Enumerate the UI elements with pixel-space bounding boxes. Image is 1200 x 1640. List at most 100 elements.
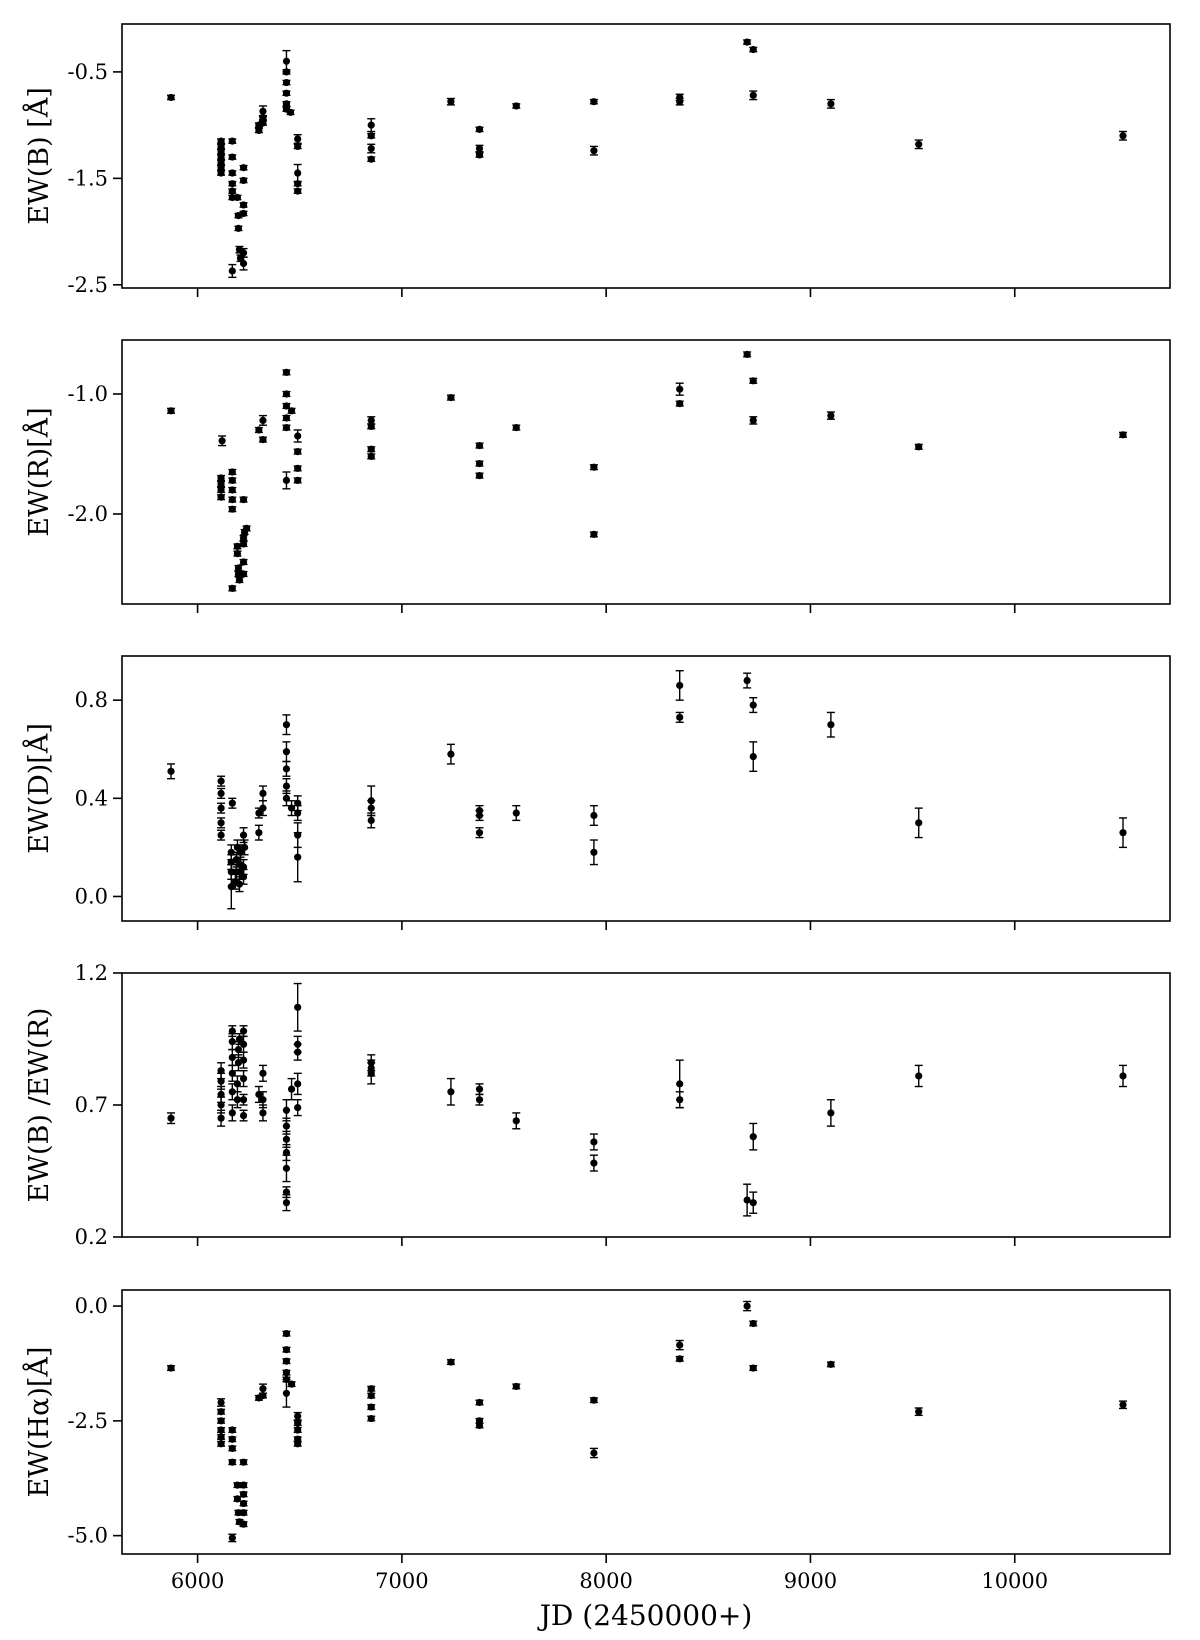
- marker: [239, 176, 248, 185]
- data-point: [239, 256, 248, 271]
- marker: [475, 472, 484, 480]
- marker: [475, 806, 484, 815]
- marker: [294, 1104, 302, 1112]
- data-point: [254, 426, 263, 434]
- marker: [259, 804, 267, 812]
- marker: [239, 1075, 248, 1083]
- data-point: [228, 468, 237, 476]
- marker: [512, 809, 520, 817]
- data-point: [239, 1458, 248, 1466]
- data-point: [475, 442, 484, 450]
- data-point: [367, 143, 376, 154]
- data-point: [282, 414, 291, 422]
- data-point: [217, 1062, 226, 1080]
- marker: [512, 424, 520, 432]
- marker: [239, 863, 248, 871]
- data-point: [293, 1035, 302, 1053]
- data-point: [367, 1392, 376, 1400]
- data-point: [1119, 1064, 1128, 1088]
- data-point: [293, 448, 302, 456]
- marker: [233, 1080, 242, 1088]
- marker: [217, 474, 225, 482]
- data-point: [475, 472, 484, 480]
- data-point: [233, 550, 242, 558]
- marker: [239, 1520, 248, 1528]
- data-point: [743, 672, 752, 689]
- marker: [294, 142, 302, 151]
- y-axis-label: EW(R)[Å]: [22, 407, 55, 536]
- marker: [259, 1109, 267, 1117]
- marker: [475, 1085, 484, 1093]
- data-point: [239, 1499, 248, 1508]
- data-point: [234, 224, 243, 232]
- data-point: [217, 802, 226, 814]
- marker: [282, 78, 291, 87]
- data-point: [286, 108, 295, 116]
- data-point: [367, 1403, 376, 1411]
- marker: [367, 132, 375, 140]
- marker: [827, 412, 835, 420]
- marker: [282, 748, 291, 756]
- data-point: [282, 1357, 291, 1365]
- marker: [294, 464, 302, 472]
- marker: [447, 1088, 455, 1096]
- marker: [294, 809, 302, 817]
- data-point: [749, 741, 758, 773]
- marker: [239, 1481, 248, 1489]
- data-point: [914, 1407, 923, 1417]
- marker: [259, 1069, 267, 1077]
- marker: [217, 493, 225, 501]
- marker: [217, 1426, 225, 1434]
- data-point: [217, 169, 226, 177]
- y-tick-label: -5.0: [68, 1524, 109, 1548]
- data-point: [282, 1369, 291, 1377]
- y-tick-label: 0.0: [75, 1294, 108, 1318]
- marker: [827, 100, 835, 108]
- data-point: [239, 570, 248, 578]
- marker: [743, 38, 751, 46]
- marker: [1119, 1401, 1127, 1409]
- data-point: [826, 1099, 835, 1127]
- data-point: [282, 760, 291, 777]
- data-point: [287, 407, 296, 415]
- data-point: [367, 445, 376, 453]
- y-tick-label: -1.5: [68, 166, 109, 190]
- marker: [367, 445, 375, 453]
- data-point: [675, 1339, 684, 1351]
- marker: [228, 1444, 236, 1452]
- marker: [294, 1419, 302, 1427]
- marker: [234, 1045, 243, 1054]
- data-point: [258, 119, 267, 127]
- data-point: [228, 584, 237, 593]
- data-point: [282, 714, 291, 736]
- data-point: [589, 98, 598, 106]
- marker: [475, 1096, 484, 1104]
- data-point: [217, 153, 226, 161]
- data-point: [217, 1440, 226, 1448]
- marker: [749, 45, 757, 54]
- marker: [233, 1096, 242, 1104]
- marker: [367, 1414, 375, 1423]
- data-point: [167, 1364, 176, 1372]
- data-point: [239, 558, 248, 566]
- panel-5: 0.0 -2.5 -5.0 6000 7000 8000 9000 10000 EW(Hα)[Å…: [22, 1289, 1171, 1593]
- marker: [228, 496, 236, 504]
- data-point: [239, 176, 248, 185]
- marker: [217, 480, 225, 488]
- panel-2: -1.0 -2.0 EW(R)[Å]: [22, 339, 1171, 613]
- data-point: [749, 416, 758, 425]
- data-point: [675, 400, 684, 408]
- data-point: [293, 1419, 302, 1427]
- marker: [512, 1382, 520, 1391]
- marker: [217, 1114, 225, 1122]
- marker: [676, 713, 684, 721]
- data-point: [217, 775, 226, 787]
- data-point: [589, 530, 598, 539]
- marker: [217, 1433, 225, 1441]
- marker: [259, 114, 267, 122]
- marker: [1119, 829, 1127, 837]
- data-point: [228, 153, 237, 161]
- data-point: [228, 1426, 237, 1434]
- data-point: [675, 97, 684, 106]
- marker: [512, 102, 520, 110]
